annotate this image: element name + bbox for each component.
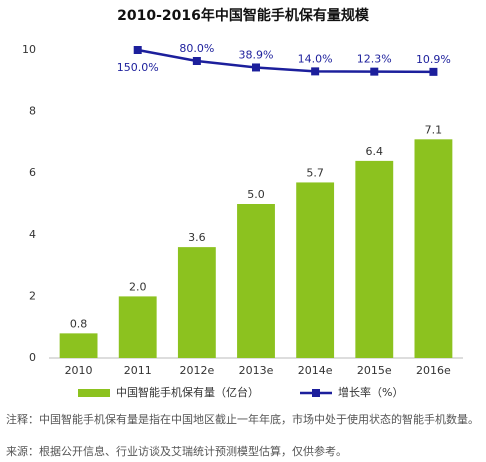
bar <box>177 247 216 358</box>
data-label: 7.1 <box>425 123 443 136</box>
y-tick-label: 10 <box>22 43 36 56</box>
y-tick-label: 4 <box>29 228 36 241</box>
legend-swatch <box>78 389 110 397</box>
data-label: 12.3% <box>357 53 392 66</box>
bar <box>414 139 453 358</box>
line <box>137 48 434 74</box>
y-tick-label: 0 <box>29 351 36 364</box>
bar <box>296 182 335 358</box>
x-tick-label: 2014e <box>298 364 333 377</box>
y-tick-label: 6 <box>29 166 36 179</box>
legend-label: 中国智能手机保有量（亿台） <box>116 385 259 399</box>
line-marker <box>252 63 260 72</box>
chart: 2010-2016年中国智能手机保有量规模 0 2 4 6 8 10 2010 2011 201… <box>22 7 463 399</box>
line-marker <box>133 46 142 54</box>
line-marker <box>311 67 320 76</box>
legend-label: 增长率（%） <box>338 385 403 399</box>
x-tick-label: 2013e <box>239 364 274 377</box>
data-label: 80.0% <box>179 42 214 55</box>
x-tick-label: 2015e <box>357 364 392 377</box>
line-marker <box>192 57 201 65</box>
x-tick-label: 2012e <box>179 364 214 377</box>
bar <box>118 296 157 358</box>
x-tick-label: 2016e <box>416 364 451 377</box>
data-label: 150.0% <box>117 61 159 74</box>
data-label: 5.7 <box>306 166 324 179</box>
line-marker <box>370 67 379 76</box>
chart-title: 2010-2016年中国智能手机保有量规模 <box>117 7 370 24</box>
y-tick-label: 8 <box>29 105 36 118</box>
legend-swatch <box>312 389 320 397</box>
source: 来源：根据公开信息、行业访谈及艾瑞统计预测模型估算，仅供参考。 <box>6 445 347 458</box>
bar <box>355 160 394 358</box>
y-tick-label: 2 <box>29 289 36 302</box>
x-tick-label: 2011 <box>124 364 152 377</box>
note: 注释：中国智能手机保有量是指在中国地区截止一年年底，市场中处于使用状态的智能手机… <box>6 413 479 426</box>
bar <box>59 333 98 358</box>
data-label: 10.9% <box>416 53 451 66</box>
data-label: 2.0 <box>129 280 147 293</box>
bar <box>237 204 275 358</box>
data-label: 5.0 <box>247 188 265 201</box>
data-label: 0.8 <box>70 317 88 330</box>
data-label: 6.4 <box>366 145 384 158</box>
line-marker <box>429 67 438 76</box>
data-label: 3.6 <box>188 231 206 244</box>
x-tick-label: 2010 <box>65 364 93 377</box>
data-label: 14.0% <box>298 52 333 65</box>
data-label: 38.9% <box>239 48 274 61</box>
